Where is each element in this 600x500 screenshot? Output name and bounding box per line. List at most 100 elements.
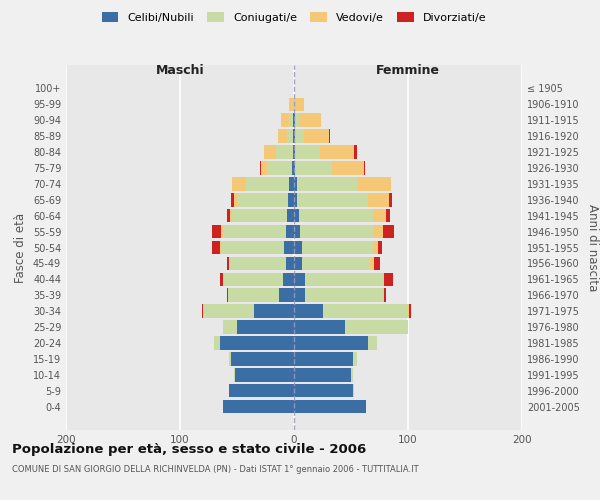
Bar (332, 161, 364, 174)
Bar (266, 161, 292, 174)
Y-axis label: Anni di nascita: Anni di nascita (586, 204, 599, 291)
Bar (292, 161, 294, 174)
Bar (227, 288, 228, 302)
Bar (384, 288, 386, 302)
Text: Popolazione per età, sesso e stato civile - 2006: Popolazione per età, sesso e stato civil… (12, 442, 366, 456)
Bar (294, 240, 302, 254)
Bar (294, 288, 305, 302)
Bar (294, 225, 300, 238)
Bar (370, 256, 374, 270)
Bar (408, 304, 409, 318)
Bar (294, 130, 295, 143)
Bar (294, 352, 353, 366)
Bar (351, 368, 353, 382)
Bar (299, 114, 322, 127)
Bar (302, 256, 370, 270)
Bar (229, 256, 286, 270)
Bar (232, 352, 294, 366)
Bar (220, 336, 294, 350)
Bar (202, 304, 203, 318)
Bar (293, 145, 294, 159)
Bar (289, 193, 294, 206)
Text: COMUNE DI SAN GIORGIO DELLA RICHINVELDA (PN) - Dati ISTAT 1° gennaio 2006 - TUTT: COMUNE DI SAN GIORGIO DELLA RICHINVELDA … (12, 466, 419, 474)
Bar (289, 177, 294, 190)
Bar (355, 145, 356, 159)
Bar (320, 145, 355, 159)
Bar (233, 368, 235, 382)
Bar (300, 225, 374, 238)
Bar (353, 352, 357, 366)
Bar (294, 320, 346, 334)
Bar (383, 272, 384, 286)
Bar (287, 209, 294, 222)
Bar (227, 209, 230, 222)
Bar (229, 352, 232, 366)
Bar (223, 320, 237, 334)
Text: Maschi: Maschi (155, 64, 205, 77)
Bar (295, 98, 304, 111)
Bar (283, 272, 294, 286)
Bar (389, 193, 392, 206)
Bar (383, 225, 394, 238)
Bar (294, 209, 299, 222)
Bar (298, 193, 368, 206)
Bar (368, 336, 377, 350)
Bar (260, 161, 261, 174)
Bar (383, 288, 384, 302)
Bar (278, 130, 287, 143)
Bar (409, 304, 412, 318)
Bar (235, 368, 294, 382)
Bar (373, 209, 386, 222)
Bar (346, 320, 408, 334)
Bar (223, 400, 294, 413)
Bar (294, 98, 295, 111)
Bar (299, 209, 373, 222)
Bar (228, 288, 279, 302)
Bar (284, 240, 294, 254)
Bar (295, 145, 320, 159)
Bar (237, 193, 289, 206)
Bar (298, 177, 357, 190)
Bar (232, 193, 233, 206)
Bar (305, 272, 383, 286)
Bar (364, 161, 365, 174)
Bar (374, 256, 380, 270)
Bar (386, 209, 390, 222)
Bar (221, 240, 284, 254)
Bar (246, 177, 289, 190)
Bar (220, 240, 221, 254)
Bar (279, 288, 294, 302)
Bar (232, 209, 287, 222)
Bar (286, 256, 294, 270)
Bar (227, 256, 229, 270)
Bar (237, 320, 294, 334)
Bar (232, 177, 246, 190)
Bar (294, 161, 295, 174)
Bar (254, 304, 294, 318)
Legend: Celibi/Nubili, Coniugati/e, Vedovi/e, Divorziati/e: Celibi/Nubili, Coniugati/e, Vedovi/e, Di… (102, 12, 486, 23)
Bar (356, 177, 391, 190)
Bar (294, 272, 305, 286)
Bar (220, 272, 223, 286)
Bar (329, 130, 331, 143)
Bar (265, 145, 276, 159)
Bar (304, 130, 329, 143)
Bar (223, 272, 283, 286)
Bar (286, 225, 294, 238)
Text: Femmine: Femmine (376, 64, 440, 77)
Bar (373, 240, 379, 254)
Bar (223, 225, 286, 238)
Bar (276, 145, 293, 159)
Bar (294, 368, 351, 382)
Bar (294, 384, 353, 398)
Bar (384, 272, 393, 286)
Bar (294, 256, 302, 270)
Bar (212, 240, 220, 254)
Bar (221, 225, 223, 238)
Y-axis label: Fasce di età: Fasce di età (14, 212, 27, 282)
Bar (379, 240, 382, 254)
Bar (294, 336, 368, 350)
Bar (293, 98, 294, 111)
Bar (302, 240, 373, 254)
Bar (295, 114, 299, 127)
